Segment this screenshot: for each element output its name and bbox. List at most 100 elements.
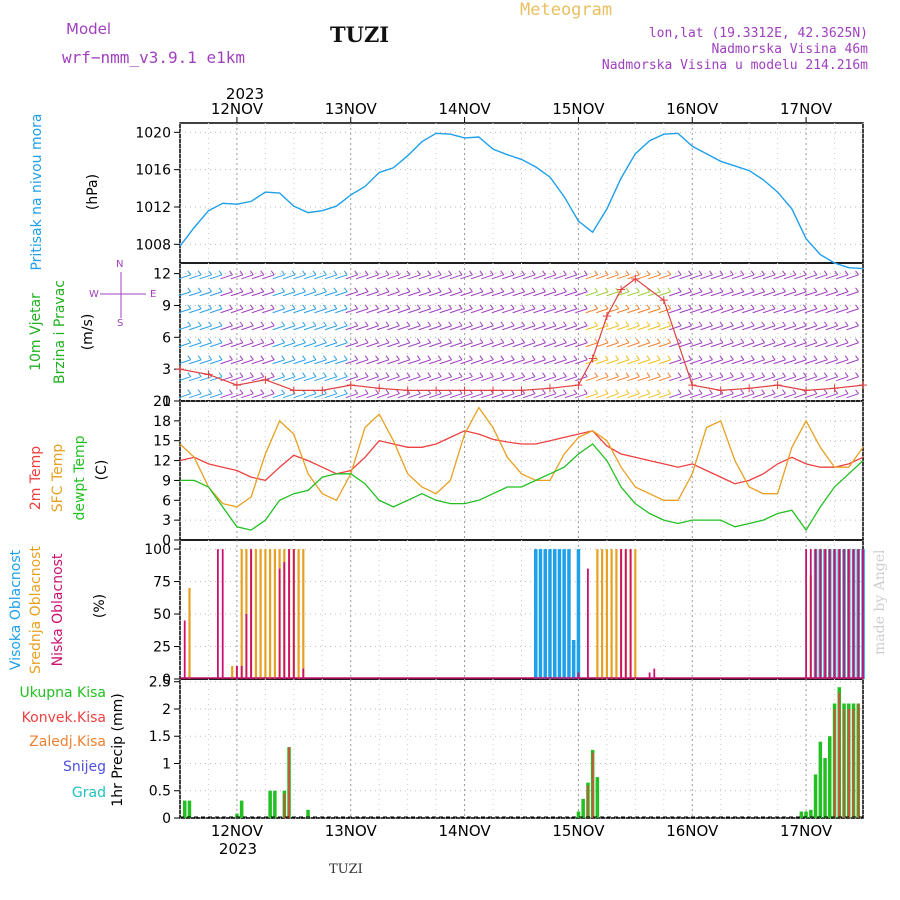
wind-barb xyxy=(710,325,724,331)
wind-barb xyxy=(512,274,525,280)
bar xyxy=(838,692,841,818)
wind-barb xyxy=(804,359,817,365)
bar xyxy=(591,752,594,818)
day-label-bottom: 17NOV xyxy=(780,822,833,840)
wind-barb xyxy=(689,308,703,314)
wind-barb xyxy=(648,342,661,348)
wind-barb xyxy=(345,291,358,297)
wind-barb xyxy=(773,342,786,348)
wind-barb-tip xyxy=(291,372,296,378)
wind-barb-tip xyxy=(354,355,359,361)
wind-barb xyxy=(648,274,661,280)
precip-legend-2: Zaledj.Kisa xyxy=(29,734,106,750)
wind-barb-tip xyxy=(615,287,619,293)
wind-barb xyxy=(335,342,348,348)
wind-barb xyxy=(554,325,567,331)
year-label-bottom: 2023 xyxy=(219,840,257,858)
wind-barb xyxy=(835,342,849,348)
wind-barb xyxy=(700,274,713,280)
wind-barb xyxy=(637,376,651,382)
wind-barb xyxy=(721,308,734,314)
wind-barb xyxy=(449,393,463,399)
wind-barb-tip xyxy=(427,355,432,361)
wind-barb-tip xyxy=(249,372,254,378)
wind-barb xyxy=(825,308,838,314)
wind-barb-tip xyxy=(354,270,359,276)
wind-barb xyxy=(700,342,713,348)
wind-barb-tip xyxy=(187,338,192,344)
bar xyxy=(221,549,224,679)
wind-barb xyxy=(721,342,734,348)
wind-barb xyxy=(543,291,557,297)
day-label-bottom: 13NOV xyxy=(325,822,378,840)
wind-barb-tip xyxy=(437,321,442,327)
wind-barb-tip xyxy=(510,270,515,276)
wind-barb xyxy=(658,359,671,365)
wind-barb-tip xyxy=(750,270,755,276)
wind-barb xyxy=(512,359,525,365)
wind-barb xyxy=(199,393,212,399)
wind-barb xyxy=(742,359,755,365)
wind-barb xyxy=(314,274,327,280)
bar xyxy=(629,549,632,679)
bar xyxy=(813,774,818,818)
wind-barb xyxy=(731,393,744,399)
wind-barb-tip xyxy=(239,355,244,361)
wind-barb-tip xyxy=(229,389,233,394)
wind-barb-tip xyxy=(552,270,557,276)
wind-barb-tip xyxy=(834,389,839,394)
wind-barb xyxy=(783,274,797,280)
wind-barb xyxy=(731,274,744,280)
wind-barb-tip xyxy=(792,304,797,310)
wind-barb xyxy=(366,291,379,297)
t2m-label: 2m Temp xyxy=(28,446,44,510)
compass-east: E xyxy=(150,289,156,300)
wind-barb xyxy=(533,393,546,399)
wind-barb xyxy=(554,393,567,399)
wind-barb-tip xyxy=(281,389,286,394)
wind-barb xyxy=(585,342,598,348)
wind-barb xyxy=(825,342,838,348)
wind-barb-tip xyxy=(542,355,546,361)
y-tick-label: 0 xyxy=(162,394,171,410)
wind-barb-tip xyxy=(573,321,578,327)
wind-barb-tip xyxy=(322,355,327,361)
wind-barb xyxy=(502,376,515,382)
y-tick-label: 0 xyxy=(162,533,171,549)
wind-barb-tip xyxy=(249,304,254,310)
wind-barb-tip xyxy=(802,355,807,361)
wind-barb xyxy=(470,359,484,365)
wind-barb xyxy=(262,291,275,297)
wind-barb xyxy=(220,291,233,297)
wind-barb-tip xyxy=(615,270,619,276)
wind-barb-tip xyxy=(260,372,265,378)
bar xyxy=(823,758,827,818)
wind-barb xyxy=(220,308,233,314)
wind-barb xyxy=(355,376,369,382)
wind-barb xyxy=(815,325,828,331)
wind-barb xyxy=(554,274,567,280)
wind-barb-tip xyxy=(260,338,265,344)
wind-barb-tip xyxy=(844,389,849,394)
wind-barb-tip xyxy=(677,338,682,344)
wind-barb xyxy=(366,393,379,399)
wind-barb xyxy=(429,291,442,297)
wind-barb-tip xyxy=(458,338,463,344)
wind-barb-tip xyxy=(771,304,776,310)
wind-barb xyxy=(512,342,525,348)
wind-barb xyxy=(491,325,504,331)
y-tick-label: 100 xyxy=(144,542,171,558)
wind-barb-tip xyxy=(698,321,703,327)
wind-barb-tip xyxy=(510,355,515,361)
wind-barb xyxy=(606,342,619,348)
wind-barb-tip xyxy=(562,372,567,378)
day-label-top: 13NOV xyxy=(325,100,378,118)
wind-barb xyxy=(376,291,390,297)
wind-barb xyxy=(481,359,494,365)
wind-barb-tip xyxy=(197,321,202,327)
wind-barb xyxy=(345,359,358,365)
bar xyxy=(292,549,295,679)
wind-barb xyxy=(199,342,212,348)
wind-barb xyxy=(491,393,504,399)
bar xyxy=(183,620,186,679)
